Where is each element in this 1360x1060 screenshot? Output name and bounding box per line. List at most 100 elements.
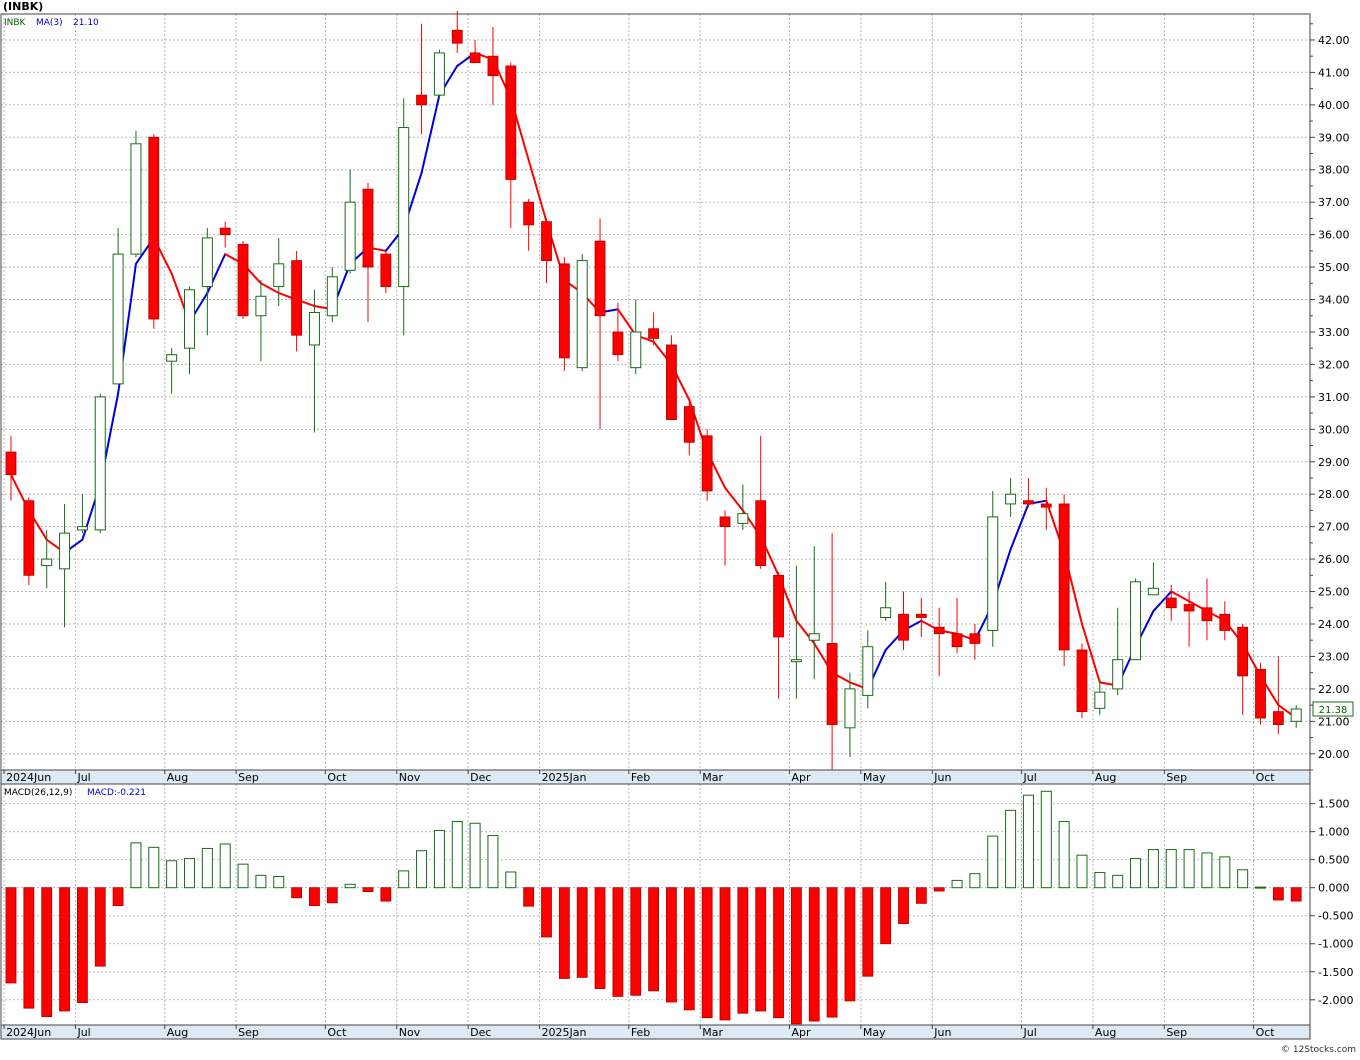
macd-bar-positive	[433, 830, 445, 889]
ticker-label: INBK	[4, 18, 27, 28]
candle-body-up	[308, 312, 320, 346]
price-candle	[576, 254, 588, 371]
month-label: Feb	[631, 771, 650, 784]
candle-body-up	[737, 513, 749, 524]
candle-body-up	[630, 331, 642, 369]
macd-tick-label: -1.000	[1318, 938, 1353, 951]
macd-bar-negative	[701, 887, 713, 1019]
macd-bar-negative	[933, 887, 945, 892]
month-label: Apr	[791, 1026, 811, 1039]
price-candle	[326, 267, 338, 323]
price-candle	[1201, 578, 1213, 641]
price-tick-label: 20.00	[1318, 748, 1350, 761]
candle-body-down	[1058, 503, 1070, 651]
candle-body-up	[576, 260, 588, 369]
price-candle	[148, 134, 160, 329]
candle-body-up	[273, 263, 285, 288]
price-candle	[1147, 562, 1159, 596]
macd-bar-positive	[969, 873, 981, 889]
candle-body-down	[558, 263, 570, 359]
month-label: 2024Jun	[6, 771, 51, 784]
price-candle	[487, 26, 499, 105]
macd-bar-positive	[1076, 854, 1088, 889]
ma-segment	[1152, 590, 1173, 613]
month-label: Oct	[1256, 771, 1276, 784]
macd-bar-negative	[880, 887, 892, 945]
candle-body-up	[184, 289, 195, 349]
month-label: Sep	[238, 771, 259, 784]
macd-bar-positive	[1094, 872, 1106, 889]
price-date-axis: 2024Jun Jul Aug Sep Oct Nov Dec 2025Jan Feb Mar Ap…	[3, 770, 1276, 784]
macd-bar-positive	[148, 846, 160, 889]
candle-body-down	[1219, 613, 1231, 631]
month-label: Oct	[1256, 1026, 1276, 1039]
candle-body-down	[291, 260, 303, 336]
price-candle	[308, 289, 320, 433]
candle-body-down	[648, 328, 659, 339]
macd-bar-negative	[862, 887, 874, 977]
candle-body-down	[612, 331, 624, 356]
price-tick-label: 34.00	[1318, 294, 1350, 307]
price-candle	[201, 228, 213, 336]
candle-body-up	[987, 516, 999, 631]
candle-body-up	[326, 276, 338, 317]
macd-bar-negative	[826, 887, 838, 1018]
price-candle	[826, 533, 838, 774]
macd-bar-positive	[1147, 849, 1159, 889]
month-label: Aug	[167, 771, 188, 784]
month-label: Sep	[1166, 1026, 1187, 1039]
candle-body-down	[1272, 711, 1284, 725]
macd-bar-positive	[416, 850, 428, 889]
macd-bar-positive	[344, 883, 356, 889]
macd-bar-positive	[1130, 858, 1142, 889]
month-label: 2025Jan	[542, 771, 587, 784]
macd-tick-label: 1.000	[1318, 826, 1350, 839]
price-tick-label: 29.00	[1318, 456, 1350, 469]
ma-value-label: 21.10	[73, 18, 99, 28]
price-candle	[451, 10, 463, 53]
price-candle	[398, 98, 410, 336]
candle-body-down	[362, 188, 374, 268]
macd-bar-positive	[951, 879, 963, 889]
macd-bar-positive	[451, 821, 463, 889]
price-tick-label: 39.00	[1318, 131, 1350, 144]
month-label: Jul	[76, 1026, 90, 1039]
macd-bar-negative	[808, 887, 820, 1022]
price-candle	[94, 393, 106, 534]
candle-body-down	[219, 227, 231, 236]
price-candle	[273, 237, 285, 307]
price-candle	[594, 218, 606, 430]
price-tick-label: 37.00	[1318, 196, 1350, 209]
macd-bar-positive	[398, 870, 410, 889]
candle-body-up	[1290, 708, 1302, 722]
price-candle	[362, 182, 374, 323]
price-tick-label: 24.00	[1318, 618, 1350, 631]
macd-bar-positive	[487, 835, 499, 889]
candle-body-up	[433, 52, 445, 96]
candle-body-down	[773, 574, 784, 638]
candle-body-up	[1112, 659, 1124, 690]
price-candle	[380, 250, 392, 294]
candle-body-down	[969, 633, 981, 644]
price-candle	[612, 302, 624, 362]
macd-bar-negative	[94, 887, 106, 967]
macd-bar-negative	[523, 887, 535, 907]
price-candle	[933, 607, 945, 676]
macd-bar-positive	[166, 860, 178, 889]
month-label: Nov	[399, 771, 421, 784]
macd-bar-positive	[1040, 790, 1052, 889]
price-tick-label: 30.00	[1318, 423, 1350, 436]
candle-body-up	[790, 659, 802, 663]
candle-body-up	[1147, 587, 1159, 596]
month-label: Aug	[1095, 771, 1116, 784]
month-label: Jul	[76, 771, 90, 784]
macd-bar-negative	[291, 887, 303, 899]
macd-bar-negative	[558, 887, 570, 979]
price-candle	[701, 429, 713, 501]
candle-body-up	[862, 646, 874, 696]
candle-body-down	[505, 65, 517, 180]
price-candle	[76, 494, 88, 534]
macd-bar-positive	[237, 863, 249, 889]
